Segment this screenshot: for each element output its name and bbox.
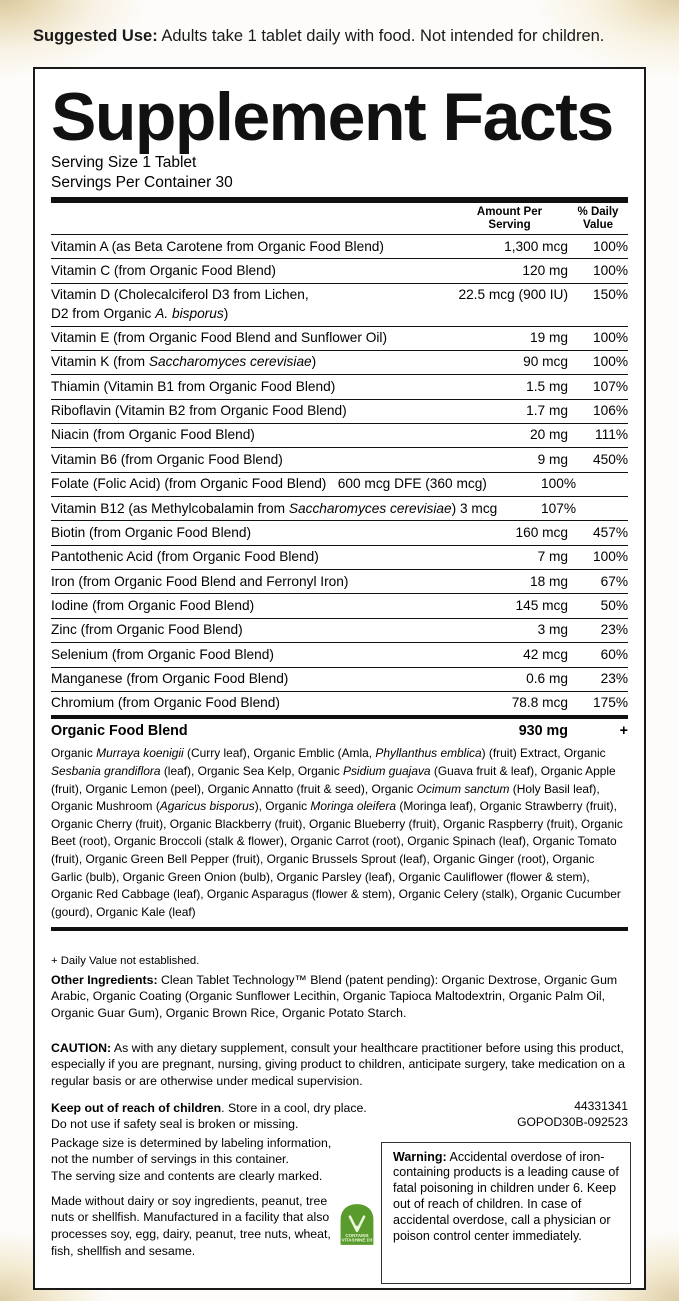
svg-text:VITASHINE D3: VITASHINE D3 — [342, 1237, 373, 1242]
